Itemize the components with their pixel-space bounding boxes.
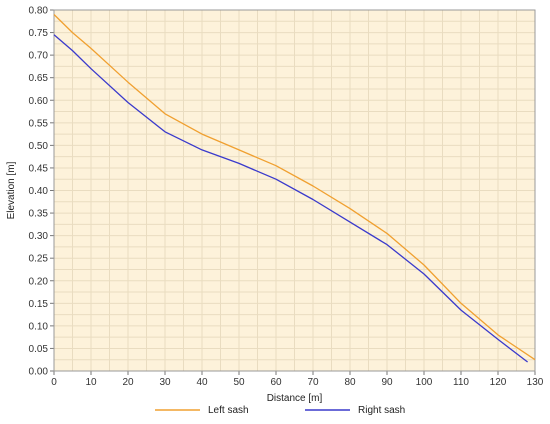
y-tick-label: 0.35 xyxy=(29,209,49,220)
x-tick-label: 50 xyxy=(233,377,245,388)
y-tick-label: 0.75 xyxy=(29,28,49,39)
y-tick-label: 0.00 xyxy=(29,367,49,378)
y-tick-label: 0.45 xyxy=(29,163,49,174)
plot-frame xyxy=(53,9,536,372)
x-tick-label: 130 xyxy=(527,377,544,388)
x-tick-label: 30 xyxy=(159,377,171,388)
grid xyxy=(53,9,536,372)
x-tick-labels: 0 10 20 30 40 50 60 70 80 90 100 110 120 130 xyxy=(51,377,544,388)
y-axis-title: Elevation [m] xyxy=(6,161,17,219)
series-layer xyxy=(53,14,536,363)
legend: Left sash Right sash xyxy=(155,405,405,416)
y-tick-label: 0.80 xyxy=(29,6,49,17)
y-tick-label: 0.05 xyxy=(29,344,49,355)
x-tick-label: 120 xyxy=(490,377,507,388)
y-tick-label: 0.15 xyxy=(29,299,49,310)
x-axis-title: Distance [m] xyxy=(267,393,323,404)
x-tick-label: 10 xyxy=(85,377,97,388)
y-tick-label: 0.40 xyxy=(29,186,49,197)
x-tick-label: 60 xyxy=(270,377,282,388)
y-tick-labels: 0.00 0.05 0.10 0.15 0.20 0.25 0.30 0.35 0.40 0.45… xyxy=(29,6,49,378)
y-tick-label: 0.20 xyxy=(29,276,49,287)
legend-label: Right sash xyxy=(358,405,405,416)
x-tick-label: 70 xyxy=(307,377,319,388)
y-tick-label: 0.10 xyxy=(29,321,49,332)
y-tick-label: 0.50 xyxy=(29,141,49,152)
x-tick-label: 80 xyxy=(344,377,356,388)
x-tick-label: 40 xyxy=(196,377,208,388)
x-tick-label: 20 xyxy=(122,377,134,388)
x-tick-label: 90 xyxy=(381,377,393,388)
y-tick-label: 0.60 xyxy=(29,96,49,107)
y-tick-label: 0.65 xyxy=(29,73,49,84)
axes xyxy=(50,9,536,375)
y-tick-label: 0.30 xyxy=(29,231,49,242)
x-tick-label: 0 xyxy=(51,377,57,388)
x-tick-label: 100 xyxy=(416,377,433,388)
y-tick-label: 0.55 xyxy=(29,118,49,129)
y-tick-label: 0.70 xyxy=(29,51,49,62)
series-line-right-sash xyxy=(53,34,528,363)
x-tick-label: 110 xyxy=(453,377,469,388)
legend-label: Left sash xyxy=(208,405,249,416)
series-line-left-sash xyxy=(53,14,536,361)
y-tick-label: 0.25 xyxy=(29,254,49,265)
